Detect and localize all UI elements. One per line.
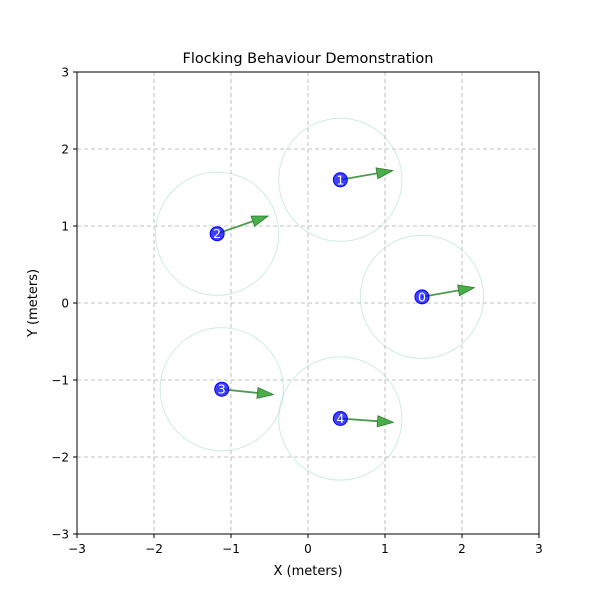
y-axis-label: Y (meters) [26, 269, 41, 338]
velocity-arrow-head [375, 167, 394, 180]
perception-radius-circle [278, 117, 403, 242]
perception-radius-layer [155, 117, 485, 481]
velocity-arrow-head [256, 386, 275, 399]
agent-label: 0 [418, 289, 426, 304]
x-tick-label: 3 [535, 542, 543, 556]
velocity-arrow-head [250, 215, 270, 228]
y-tick-label: 2 [61, 143, 69, 157]
perception-radius-circle [159, 327, 284, 452]
y-tick-label: 3 [61, 66, 69, 80]
velocity-arrow-head [457, 284, 476, 297]
velocity-arrow-layer [216, 167, 476, 428]
agent-label: 3 [218, 382, 226, 397]
agent-layer: 0 1 2 3 4 [209, 172, 430, 426]
agent-marker [332, 411, 348, 426]
y-tick-label: −1 [51, 374, 69, 388]
x-tick-label: 2 [458, 542, 466, 556]
x-tick-label: −3 [68, 542, 86, 556]
agent-label: 4 [336, 411, 344, 426]
y-tick-label: 1 [61, 220, 69, 234]
x-tick-label: −2 [145, 542, 163, 556]
x-tick-label: −1 [222, 542, 240, 556]
agent-marker [414, 289, 430, 305]
agent-marker [209, 226, 225, 242]
agent-label: 2 [213, 226, 221, 241]
perception-radius-circle [278, 356, 403, 481]
agent-marker [214, 381, 230, 397]
velocity-arrow-head [376, 415, 395, 428]
grid-layer [77, 72, 539, 534]
y-tick-label: −2 [51, 451, 69, 465]
agent-label: 1 [336, 172, 344, 187]
chart-title: Flocking Behaviour Demonstration [183, 51, 434, 67]
agent-marker [332, 172, 348, 188]
tick-layer: −3 −2 −1 0 1 2 3 −3 −2 −1 0 1 2 3 [51, 66, 543, 557]
x-tick-label: 1 [381, 542, 389, 556]
x-axis-label: X (meters) [273, 564, 342, 579]
y-tick-label: 0 [61, 297, 69, 311]
y-tick-label: −3 [51, 528, 69, 542]
perception-radius-circle [155, 171, 280, 296]
perception-radius-circle [359, 234, 485, 359]
x-tick-label: 0 [304, 542, 312, 556]
